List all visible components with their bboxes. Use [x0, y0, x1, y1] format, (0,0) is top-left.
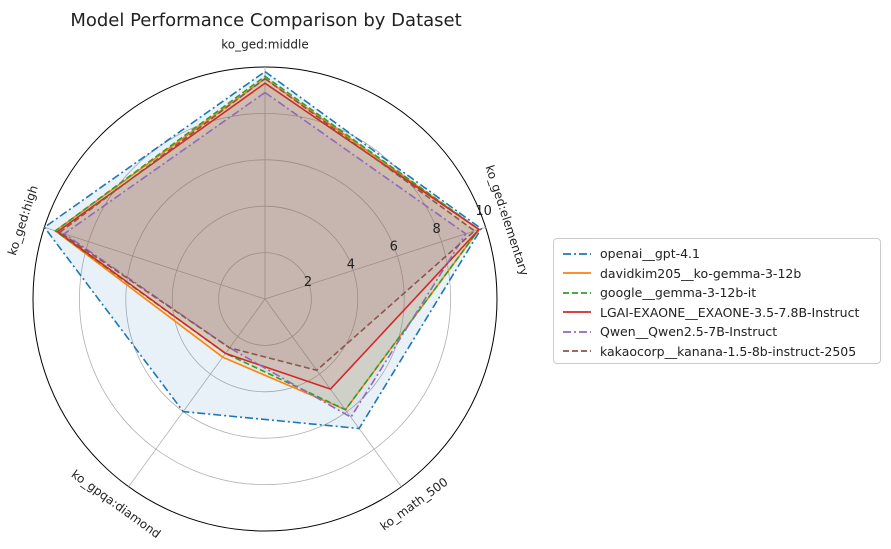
legend-item: Qwen__Qwen2.5-7B-Instruct: [562, 322, 880, 342]
tick-label: 10: [475, 204, 492, 219]
series-fill: [64, 92, 466, 418]
legend-swatch: [563, 291, 591, 294]
axis-label: ko_ged:middle: [221, 38, 309, 52]
series-fill: [59, 78, 475, 371]
legend-label: davidkim205__ko-gemma-3-12b: [600, 265, 802, 281]
grid-spoke: [264, 298, 402, 487]
legend-item: LGAI-EXAONE__EXAONE-3.5-7.8B-Instruct: [562, 303, 880, 323]
series-fills: [44, 71, 482, 429]
grid-spoke: [44, 226, 266, 300]
legend-item: kakaocorp__kanana-1.5-8b-instruct-2505: [562, 342, 880, 362]
legend-item: google__gemma-3-12b-it: [562, 283, 880, 303]
series-fill: [57, 83, 479, 390]
legend-label: LGAI-EXAONE__EXAONE-3.5-7.8B-Instruct: [600, 304, 860, 320]
axis-label: ko_ged:elementary: [483, 163, 532, 277]
tick-label: 4: [347, 257, 355, 272]
series-fill: [55, 76, 480, 410]
chart-title: Model Performance Comparison by Dataset: [70, 10, 461, 31]
series-line: [56, 82, 481, 391]
series-line: [58, 77, 476, 372]
radial-tick-labels: 2 4 6 8 10: [304, 204, 492, 290]
tick-label: 2: [304, 275, 312, 290]
legend-item: davidkim205__ko-gemma-3-12b: [562, 264, 880, 284]
legend: openai__gpt-4.1 davidkim205__ko-gemma-3-1…: [553, 238, 881, 364]
series-line: [62, 91, 467, 419]
series-lines: [43, 70, 483, 430]
legend-label: google__gemma-3-12b-it: [600, 285, 757, 301]
legend-item: openai__gpt-4.1: [562, 244, 880, 264]
axis-label: ko_gpqa:diamond: [69, 467, 164, 541]
axis-label: ko_math_500: [377, 475, 450, 533]
legend-label: kakaocorp__kanana-1.5-8b-instruct-2505: [600, 343, 857, 359]
series-fill: [44, 71, 482, 429]
series-line: [54, 75, 481, 411]
legend-swatch: [563, 252, 591, 255]
grid-spoke: [264, 226, 486, 300]
tick-label: 8: [432, 222, 440, 237]
tick-label: 6: [390, 240, 398, 255]
legend-swatch: [563, 350, 591, 353]
grid-spoke: [128, 298, 266, 487]
legend-swatch: [563, 272, 591, 275]
legend-label: openai__gpt-4.1: [600, 246, 700, 262]
legend-swatch: [563, 330, 591, 333]
legend-swatch: [563, 311, 591, 314]
axis-label: ko_ged:high: [5, 184, 41, 257]
legend-label: Qwen__Qwen2.5-7B-Instruct: [600, 324, 778, 340]
radar-grid: [32, 66, 498, 532]
series-fill: [55, 78, 480, 410]
